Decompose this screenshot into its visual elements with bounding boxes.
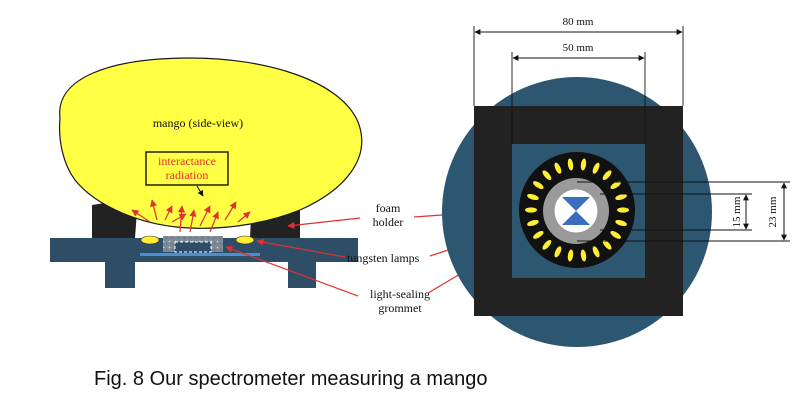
lamps-leader-left xyxy=(256,238,346,258)
top-view: 80 mm 50 mm 15 mm 23 mm xyxy=(442,16,790,347)
dim-label-23: 23 mm xyxy=(767,196,779,227)
lamp-dot xyxy=(527,193,539,201)
window-glass xyxy=(140,253,260,256)
mango xyxy=(58,57,363,229)
lamp-dot xyxy=(602,239,612,250)
foam-label-line1: foam xyxy=(376,201,401,215)
foam-label-line2: holder xyxy=(373,215,404,229)
lamp-left xyxy=(140,235,160,245)
lamp-dot xyxy=(617,207,629,213)
housing-leg-left xyxy=(105,262,135,288)
lamp-dot xyxy=(542,170,552,181)
lamp-dot xyxy=(602,170,612,181)
grommet-leader-left xyxy=(225,245,359,297)
lamps-label: tungsten lamps xyxy=(347,251,420,265)
lamp-dot xyxy=(615,219,627,227)
lamp-right xyxy=(235,235,255,245)
sensor-window xyxy=(174,241,212,253)
figure-caption: Fig. 8 Our spectrometer measuring a mang… xyxy=(94,368,488,390)
foam-leader-left xyxy=(287,217,361,229)
lamp-dot xyxy=(525,207,537,213)
lamp-dot xyxy=(580,158,587,171)
grommet-label-line2: grommet xyxy=(378,301,422,315)
lamp-dot xyxy=(554,246,562,258)
radiation-arrows xyxy=(131,199,251,233)
lamp-dot xyxy=(592,246,600,258)
radiation-pointer xyxy=(196,185,204,197)
lamp-dot xyxy=(592,162,600,174)
lamp-dot xyxy=(610,181,621,190)
lamp-dot xyxy=(580,249,587,262)
lamp-dots xyxy=(525,158,629,262)
mango-label: mango (side-view) xyxy=(153,116,243,130)
side-view: mango (side-view) interactance radiation xyxy=(50,57,363,288)
lamp-dot xyxy=(610,230,621,239)
sensor-detector xyxy=(562,197,590,225)
radiation-label-line1: interactance xyxy=(158,154,216,168)
lamp-dot xyxy=(542,239,552,250)
lamp-dot xyxy=(567,249,574,262)
dim-label-15: 15 mm xyxy=(731,196,743,227)
dim-label-80: 80 mm xyxy=(563,16,594,28)
dim-label-50: 50 mm xyxy=(563,42,594,54)
lamp-dot xyxy=(615,193,627,201)
radiation-box xyxy=(145,151,229,186)
lamp-dot xyxy=(533,181,544,190)
lamp-dot xyxy=(533,230,544,239)
lamp-dot xyxy=(527,219,539,227)
lamp-dot xyxy=(554,162,562,174)
grommet-label-line1: light-sealing xyxy=(370,287,430,301)
foam-frame xyxy=(474,106,683,316)
radiation-label-line2: radiation xyxy=(166,168,209,182)
lamp-dot xyxy=(567,158,574,171)
